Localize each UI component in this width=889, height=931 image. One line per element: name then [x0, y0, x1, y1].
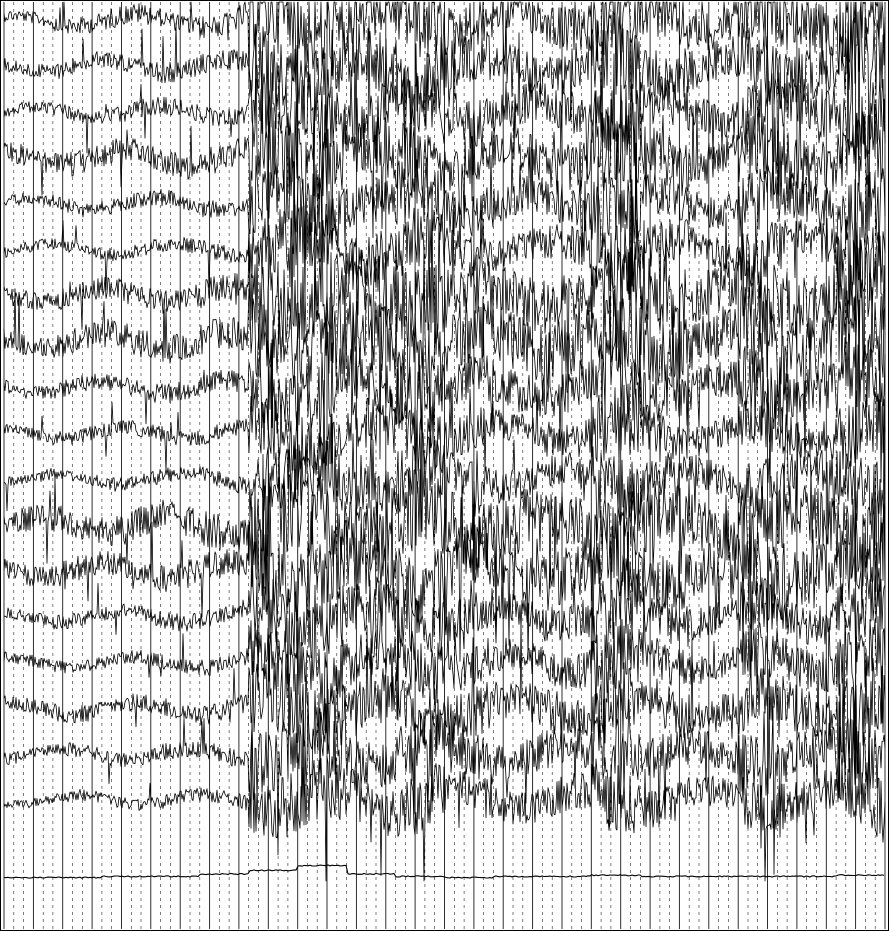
eeg-trace-channel-3 — [3, 15, 886, 239]
eeg-trace-channel-14 — [3, 483, 886, 689]
channel-traces — [3, 1, 886, 882]
eeg-trace-channel-15 — [3, 584, 886, 781]
ekg-channel — [3, 864, 885, 879]
eeg-trace-channel-7 — [3, 179, 886, 413]
eeg-trace-channel-4 — [3, 23, 886, 304]
eeg-trace-channel-5 — [3, 128, 886, 287]
eeg-trace-channel-1 — [3, 1, 886, 161]
eeg-trace-channel-9 — [3, 296, 886, 498]
eeg-trace-channel-17 — [3, 673, 886, 875]
eeg-trace-channel-10 — [3, 299, 886, 506]
eeg-trace-channel-13 — [3, 415, 886, 721]
eeg-trace-channel-6 — [3, 156, 886, 344]
eeg-trace-channel-12 — [3, 391, 886, 676]
eeg-trace-channel-11 — [3, 380, 886, 572]
eeg-trace-channel-2 — [3, 1, 886, 180]
eeg-trace-channel-18 — [3, 701, 886, 882]
eeg-trace-channel-16 — [3, 619, 886, 813]
eeg-trace-channel-8 — [3, 219, 886, 462]
ekg-trace — [3, 864, 885, 879]
